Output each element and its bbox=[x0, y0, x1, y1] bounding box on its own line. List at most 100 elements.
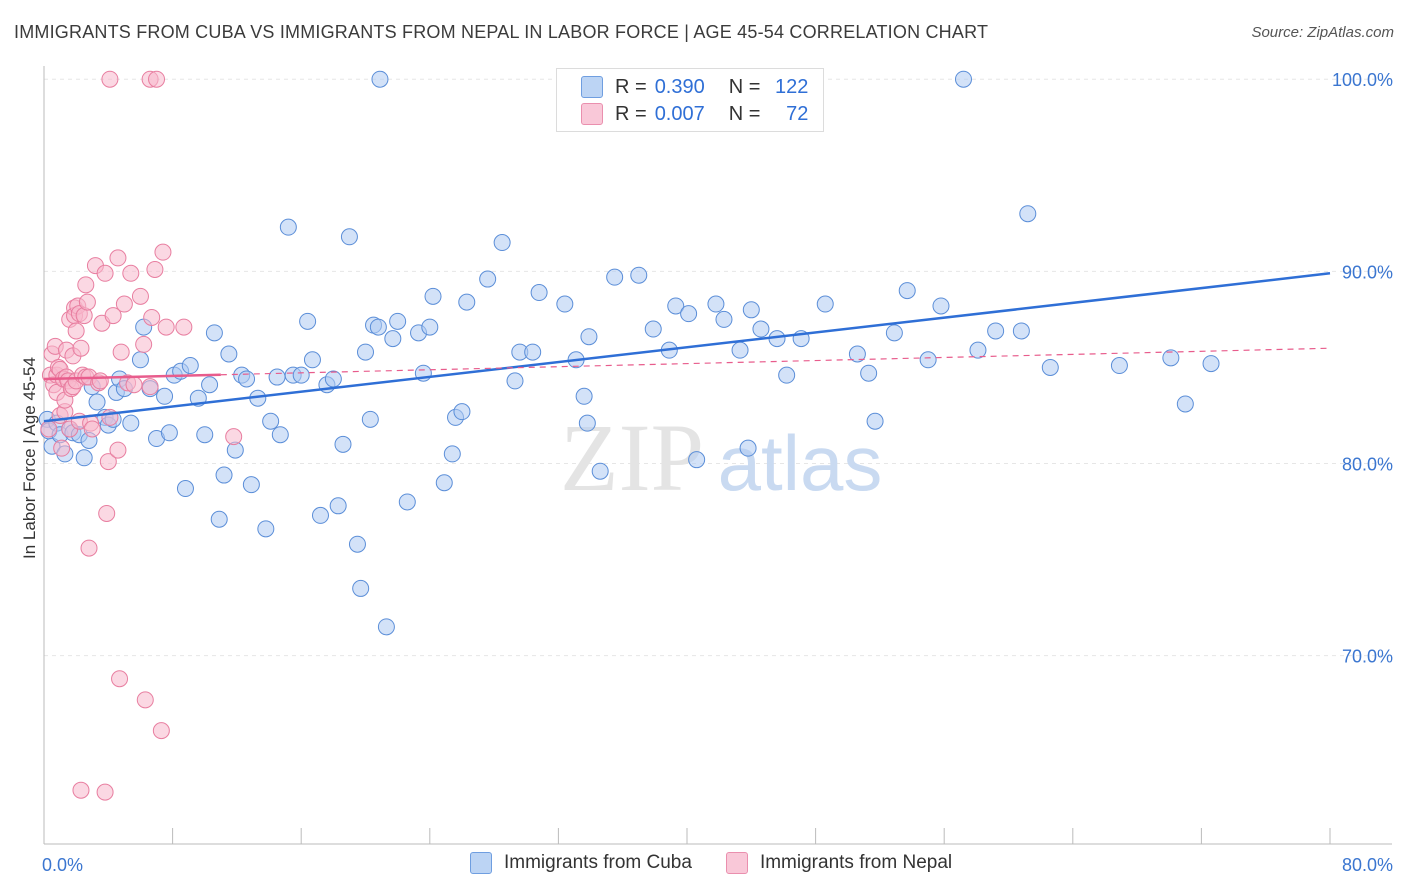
nepal-point bbox=[125, 376, 143, 394]
cuba-point bbox=[1019, 205, 1037, 223]
cuba-point bbox=[885, 324, 903, 342]
cuba-point bbox=[131, 351, 149, 369]
cuba-point bbox=[357, 343, 374, 361]
nepal-point bbox=[148, 70, 166, 88]
y-tick-label: 100.0% bbox=[1332, 70, 1393, 90]
y-axis-label: In Labor Force | Age 45-54 bbox=[20, 357, 39, 559]
cuba-point bbox=[443, 445, 461, 463]
cuba-point bbox=[292, 366, 310, 384]
cuba-point bbox=[680, 305, 698, 323]
nepal-point bbox=[99, 453, 117, 471]
cuba-point bbox=[348, 535, 366, 553]
cuba-point bbox=[311, 506, 329, 524]
nepal-point bbox=[96, 264, 114, 282]
cuba-point bbox=[220, 345, 238, 363]
nepal-point bbox=[135, 335, 153, 353]
cuba-point bbox=[421, 318, 439, 336]
nepal-point bbox=[98, 504, 116, 522]
cuba-point bbox=[361, 410, 379, 428]
tick-labels: 70.0% 80.0% 90.0% 100.0% 0.0% 80.0% bbox=[42, 70, 1393, 875]
nepal-point bbox=[146, 260, 164, 278]
cuba-point bbox=[739, 439, 757, 457]
cuba-point bbox=[578, 414, 596, 432]
cuba-point bbox=[1162, 349, 1180, 367]
cuba-point bbox=[556, 295, 574, 313]
axes bbox=[43, 66, 1392, 845]
cuba-point bbox=[329, 497, 347, 515]
cuba-point bbox=[479, 270, 497, 288]
nepal-point bbox=[141, 378, 159, 396]
cuba-point bbox=[215, 466, 233, 484]
nepal-point bbox=[152, 722, 170, 740]
cuba-point bbox=[630, 266, 648, 284]
cuba-point bbox=[591, 462, 609, 480]
nepal-point bbox=[91, 372, 109, 390]
nepal-point bbox=[136, 691, 154, 709]
y-tick-label: 90.0% bbox=[1342, 262, 1393, 282]
cuba-point bbox=[210, 510, 228, 528]
nepal-legend-swatch bbox=[725, 852, 748, 874]
nepal-point bbox=[115, 295, 133, 313]
nepal-r-value: 0.007 bbox=[654, 102, 705, 125]
cuba-point bbox=[506, 372, 524, 390]
nepal-point bbox=[122, 264, 140, 282]
cuba-point bbox=[389, 312, 407, 330]
cuba-point bbox=[458, 293, 476, 311]
legend-row-nepal: R = 0.007 N = 72 bbox=[581, 101, 808, 127]
cuba-point bbox=[201, 376, 219, 394]
nepal-swatch bbox=[581, 103, 603, 125]
nepal-point bbox=[143, 308, 161, 326]
nepal-point bbox=[77, 276, 95, 294]
cuba-point bbox=[424, 287, 442, 305]
cuba-point bbox=[752, 320, 770, 338]
nepal-point bbox=[109, 249, 127, 267]
source-credit: Source: ZipAtlas.com bbox=[1251, 24, 1394, 41]
cuba-point bbox=[279, 218, 297, 236]
cuba-point bbox=[866, 412, 884, 430]
cuba-point bbox=[580, 328, 598, 346]
cuba-point bbox=[1012, 322, 1030, 340]
cuba-point bbox=[667, 297, 685, 315]
cuba-point bbox=[340, 228, 358, 246]
nepal-point bbox=[111, 670, 129, 688]
nepal-point bbox=[78, 293, 96, 311]
cuba-legend-swatch bbox=[470, 852, 492, 874]
cuba-point bbox=[644, 320, 662, 338]
n-label: N = bbox=[728, 102, 761, 125]
nepal-point bbox=[83, 420, 101, 438]
nepal-point bbox=[154, 243, 172, 261]
nepal-point bbox=[40, 420, 58, 438]
r-label: R = bbox=[615, 75, 647, 98]
cuba-r-value: 0.390 bbox=[654, 75, 705, 98]
nepal-point bbox=[112, 343, 130, 361]
cuba-point bbox=[898, 282, 916, 300]
legend-item-cuba[interactable]: Immigrants from Cuba bbox=[470, 852, 692, 874]
cuba-point bbox=[530, 284, 548, 302]
r-label: R = bbox=[615, 102, 647, 125]
cuba-point bbox=[238, 370, 256, 388]
x-tick-label-min: 0.0% bbox=[42, 855, 83, 875]
n-label: N = bbox=[728, 75, 761, 98]
cuba-point bbox=[324, 370, 342, 388]
nepal-point bbox=[80, 539, 98, 557]
cuba-point bbox=[122, 414, 140, 432]
cuba-point bbox=[493, 234, 511, 252]
y-tick-label: 80.0% bbox=[1342, 455, 1393, 475]
cuba-point bbox=[707, 295, 725, 313]
cuba-point bbox=[271, 426, 289, 444]
x-tick-label-max: 80.0% bbox=[1342, 855, 1393, 875]
legend-item-nepal[interactable]: Immigrants from Nepal bbox=[725, 852, 952, 874]
correlation-legend: R = 0.390 N = 122 R = 0.007 N = 72 bbox=[556, 68, 824, 132]
cuba-point bbox=[242, 476, 260, 494]
cuba-point bbox=[778, 366, 796, 384]
cuba-point bbox=[742, 301, 760, 319]
cuba-point bbox=[303, 351, 321, 369]
series-cuba-points bbox=[38, 70, 1220, 636]
nepal-point bbox=[157, 318, 175, 336]
cuba-point bbox=[919, 351, 937, 369]
cuba-point bbox=[176, 480, 194, 498]
legend-row-cuba: R = 0.390 N = 122 bbox=[581, 74, 808, 100]
cuba-point bbox=[1110, 357, 1128, 375]
cuba-point bbox=[1202, 355, 1220, 373]
